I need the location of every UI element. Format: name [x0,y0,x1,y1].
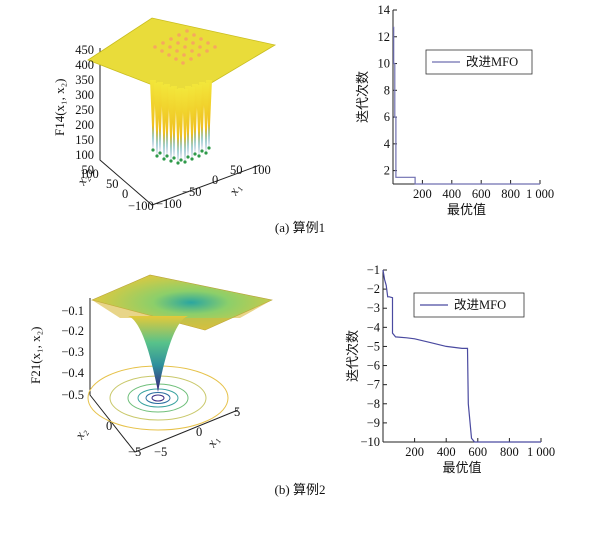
surface-plot-a: 450 400 350 300 250 200 150 100 50 F14(x… [52,17,277,213]
y-tick-label: 4 [384,137,391,151]
surface-a-ztick: 150 [75,133,94,147]
y-tick-label: −1 [367,263,380,277]
y-axis-label: 迭代次数 [355,71,370,123]
surface-a-xtick: 100 [252,163,271,177]
surface-a-ztick: 300 [75,88,94,102]
surface-a-xtick: 50 [230,163,243,177]
surface-a-ztick: 50 [82,163,95,177]
y-tick-label: −8 [367,397,380,411]
y-tick-label: 2 [384,164,390,178]
x-tick-label: 200 [413,187,432,201]
caption-b: (b) 算例2 [275,482,326,497]
surface-b-funnel [128,316,188,392]
surface-b-ztick: −0.2 [61,324,84,338]
surface-b-ytick: −5 [128,445,141,459]
surface-b-xlabel: x₁ [203,433,222,450]
x-tick-label: 1 000 [526,187,554,201]
x-axis-label: 最优值 [447,202,486,217]
x-axis-label: 最优值 [442,460,481,475]
surface-a-ztick: 250 [75,103,94,117]
surface-b-xtick: 0 [196,425,202,439]
surface-a-xtick: 0 [212,173,218,187]
convergence-chart-b: −1 −2 −3 −4 −5 −6 −7 −8 −9 −10 200 400 600 800 1 000 最优… [345,263,555,475]
x-tick-label: 600 [472,187,491,201]
surface-b-xtick: 5 [234,405,240,419]
surface-a-ztick: 400 [75,58,94,72]
caption-a: (a) 算例1 [275,220,325,235]
surface-b-ztick: −0.4 [61,366,84,380]
surface-b-xtick: −5 [154,445,167,459]
legend-label: 改进MFO [454,298,506,312]
y-tick-label: −10 [360,435,380,449]
x-tick-label: 600 [468,445,487,459]
surface-a-ytick: 50 [106,177,119,191]
y-tick-label: 10 [378,57,391,71]
surface-a-ztick: 350 [75,73,94,87]
y-tick-label: −3 [367,301,380,315]
surface-a-zlabel: F14(x₁, x₂) [52,79,67,136]
surface-a-floor-dots [151,146,211,165]
surface-a-ztick: 100 [75,148,94,162]
surface-b-zlabel: F21(x₁, x₂) [28,327,43,384]
surface-a-ytick: 0 [122,187,128,201]
surface-b-rim [92,300,272,330]
x-tick-label: 1 000 [527,445,555,459]
surface-a-xtick: −100 [156,197,182,211]
y-tick-label: 6 [384,110,390,124]
surface-a-wells-top [153,29,217,65]
y-tick-label: 8 [384,83,390,97]
y-tick-label: 12 [378,30,391,44]
surface-a-box-axes [99,48,261,206]
y-tick-label: −9 [367,416,380,430]
surface-plot-b: −0.1 −0.2 −0.3 −0.4 −0.5 F21(x₁, x₂) 0 −… [28,274,273,459]
series-line [393,26,540,185]
x-tick-label: 200 [405,445,424,459]
x-tick-label: 800 [501,187,520,201]
surface-b-ztick: −0.5 [61,388,84,402]
surface-b-box-axes [89,298,239,453]
y-tick-label: −6 [367,359,380,373]
series-line [382,269,541,443]
y-tick-label: 14 [378,3,391,17]
y-tick-label: −4 [367,320,381,334]
surface-a-ztick: 450 [75,43,94,57]
surface-b-ztick: −0.1 [61,304,84,318]
surface-a-xtick: −50 [182,185,202,199]
surface-a-ytick: 100 [80,167,99,181]
y-tick-label: −2 [367,282,380,296]
surface-a-ztick: 200 [75,118,94,132]
surface-b-ylabel: x₂ [71,425,90,443]
legend-label: 改进MFO [466,55,518,69]
y-axis-label: 迭代次数 [345,330,360,382]
convergence-chart-a: 2 4 6 8 10 12 14 200 400 600 800 1 000 最优值 迭代次数 改进MFO [355,3,554,217]
surface-a-spikes [150,80,212,163]
x-tick-label: 400 [437,445,456,459]
surface-b-ytick: 0 [106,419,112,433]
y-tick-label: −7 [367,378,380,392]
surface-b-ztick: −0.3 [61,345,84,359]
surface-a-ytick: −100 [128,199,154,213]
y-tick-label: −5 [367,339,380,353]
x-tick-label: 400 [442,187,461,201]
surface-a-xlabel: x₁ [225,181,244,198]
surface-a-plateau [87,17,277,99]
x-tick-label: 800 [500,445,519,459]
